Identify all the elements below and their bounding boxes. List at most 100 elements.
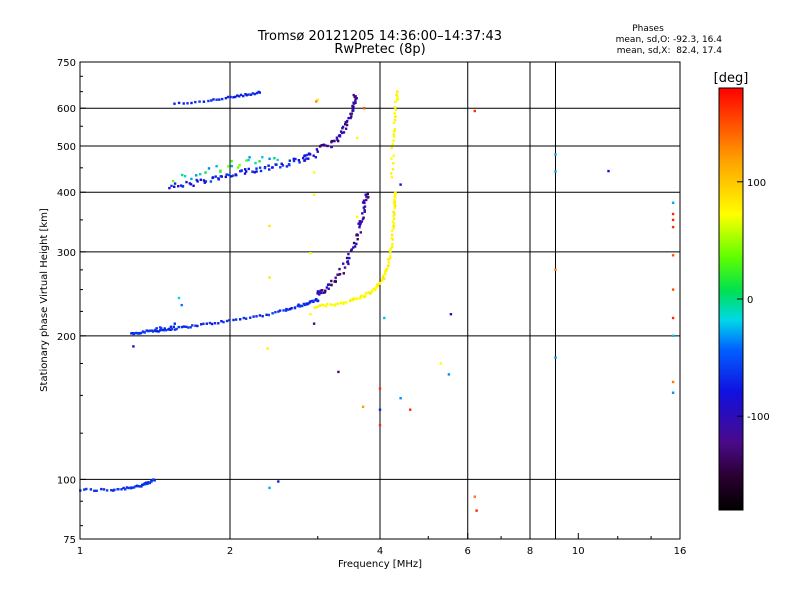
echo-point — [255, 170, 258, 173]
echo-point — [306, 303, 309, 306]
echo-point — [268, 276, 271, 279]
echo-point — [354, 99, 357, 102]
echo-point — [304, 154, 307, 157]
echo-point — [177, 296, 181, 300]
echo-point — [378, 408, 382, 411]
echo-point — [392, 227, 395, 230]
echo-point — [350, 112, 354, 115]
echo-point — [354, 101, 357, 104]
echo-point — [173, 102, 176, 105]
echo-point — [337, 370, 340, 374]
echo-point — [671, 218, 675, 222]
x-tick-label: 6 — [465, 546, 471, 557]
echo-point — [331, 303, 334, 306]
echo-point — [607, 169, 610, 173]
echo-point — [148, 329, 151, 332]
echo-point — [554, 268, 557, 271]
echo-point — [389, 251, 392, 254]
echo-point — [394, 115, 397, 118]
echo-point — [324, 289, 327, 292]
echo-point — [392, 162, 395, 165]
colorbar-tick-label: -100 — [747, 412, 770, 423]
echo-point — [284, 309, 288, 312]
echo-point — [391, 245, 394, 249]
echo-point — [392, 135, 396, 138]
echo-point — [315, 100, 318, 103]
echo-point — [261, 315, 264, 318]
echo-point — [173, 322, 176, 325]
echo-point — [365, 195, 368, 198]
echo-point — [392, 133, 395, 136]
echo-point — [388, 249, 392, 252]
echo-point — [399, 183, 402, 186]
echo-point — [372, 287, 375, 291]
colorbar-label: [deg] — [714, 71, 749, 86]
echo-point — [290, 307, 293, 310]
echo-point — [207, 99, 210, 103]
echo-point — [344, 127, 348, 130]
echo-point — [140, 485, 143, 488]
echo-point — [393, 106, 397, 109]
echo-point — [190, 177, 193, 181]
echo-point — [277, 310, 280, 313]
echo-point — [263, 166, 267, 170]
echo-point — [285, 307, 288, 311]
echo-point — [389, 247, 392, 251]
echo-point — [361, 201, 365, 204]
echo-point — [352, 106, 355, 109]
echo-point — [172, 325, 175, 328]
echo-point — [85, 487, 88, 491]
echo-point — [362, 199, 366, 202]
echo-point — [301, 304, 304, 308]
echo-point — [252, 315, 255, 318]
echo-point — [288, 159, 291, 162]
echo-point — [258, 314, 262, 317]
echo-point — [255, 315, 258, 318]
echo-point — [356, 136, 359, 140]
echo-point — [130, 486, 134, 489]
echo-point — [309, 252, 312, 255]
echo-point — [238, 164, 241, 167]
echo-point — [384, 272, 387, 276]
echo-point — [326, 283, 330, 286]
echo-point — [258, 91, 261, 94]
echo-point — [278, 309, 282, 312]
echo-point — [298, 161, 301, 164]
echo-point — [230, 175, 233, 178]
echo-point — [378, 281, 381, 285]
echo-point — [239, 318, 242, 321]
x-tick-label: 16 — [674, 546, 687, 557]
echo-point — [350, 298, 353, 301]
echo-point — [196, 180, 199, 183]
echo-point — [249, 316, 252, 319]
echo-point — [392, 214, 395, 218]
echo-point — [296, 304, 300, 308]
echo-point — [316, 292, 319, 295]
echo-point — [227, 173, 231, 177]
echo-point — [350, 115, 353, 118]
echo-point — [155, 327, 158, 330]
echo-point — [113, 488, 116, 491]
echo-point — [359, 222, 362, 225]
echo-point — [204, 171, 207, 174]
echo-point — [347, 252, 350, 256]
echo-point — [392, 154, 395, 157]
echo-point — [382, 274, 385, 277]
y-tick-label: 75 — [63, 535, 76, 546]
echo-point — [292, 157, 295, 161]
echo-point — [183, 175, 187, 178]
echo-point — [217, 177, 220, 180]
echo-point — [289, 307, 292, 311]
echo-point — [236, 94, 239, 97]
colorbar-tick-label: 0 — [747, 295, 753, 306]
echo-point — [247, 167, 250, 171]
echo-point — [338, 273, 342, 276]
echo-point — [254, 161, 257, 165]
echo-point — [95, 489, 98, 492]
echo-point — [356, 238, 359, 241]
echo-point — [312, 322, 316, 325]
echo-point — [213, 322, 217, 325]
echo-point — [349, 112, 352, 116]
echo-point — [267, 164, 270, 167]
echo-point — [325, 286, 329, 289]
